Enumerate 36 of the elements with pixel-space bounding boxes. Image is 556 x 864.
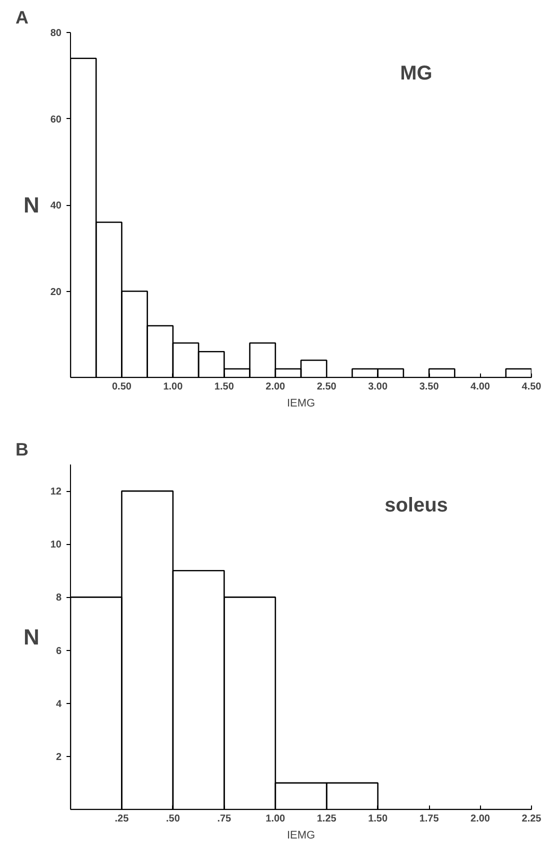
x-tick-label: 0.50	[112, 382, 132, 392]
x-tick-label: 2.00	[470, 814, 490, 824]
text: soleus	[384, 494, 448, 516]
y-tick-label: 80	[50, 28, 62, 39]
y-tick-label: 8	[56, 592, 62, 604]
x-tick-label: 4.50	[522, 382, 542, 392]
y-tick-label: 20	[50, 286, 62, 298]
text: MG	[400, 62, 432, 84]
y-tick-label: 6	[56, 646, 62, 657]
x-tick-label: 1.50	[214, 382, 234, 392]
text: B	[16, 440, 28, 460]
x-tick-label: 3.00	[368, 382, 388, 392]
y-tick-label: 40	[50, 200, 62, 212]
x-tick-label: 1.00	[163, 382, 184, 392]
x-tick-label: 3.50	[419, 382, 440, 392]
x-tick-label: 1.75	[419, 814, 440, 824]
x-tick-label: 1.00	[266, 814, 286, 824]
y-tick-label: 60	[50, 114, 62, 126]
x-tick-label: 1.25	[316, 814, 337, 824]
x-tick-label: 2.50	[316, 382, 337, 392]
y-axis-title: N	[23, 624, 40, 650]
text: A	[16, 8, 28, 28]
y-tick-label: 4	[56, 698, 62, 710]
x-tick-label: .25	[114, 814, 130, 824]
x-tick-label: .75	[217, 814, 232, 824]
x-tick-label: 2.00	[266, 382, 286, 392]
y-tick-label: 10	[50, 540, 62, 551]
y-axis-title: N	[23, 192, 40, 218]
x-axis-title: IEMG	[286, 830, 316, 842]
x-tick-label: 2.25	[522, 814, 542, 824]
x-tick-label: 1.50	[368, 814, 388, 824]
x-axis-title: IEMG	[286, 398, 316, 410]
x-tick-label: 4.00	[470, 382, 490, 392]
y-tick-label: 2	[56, 752, 62, 763]
x-tick-label: .50	[166, 814, 180, 824]
y-tick-label: 12	[50, 486, 62, 498]
